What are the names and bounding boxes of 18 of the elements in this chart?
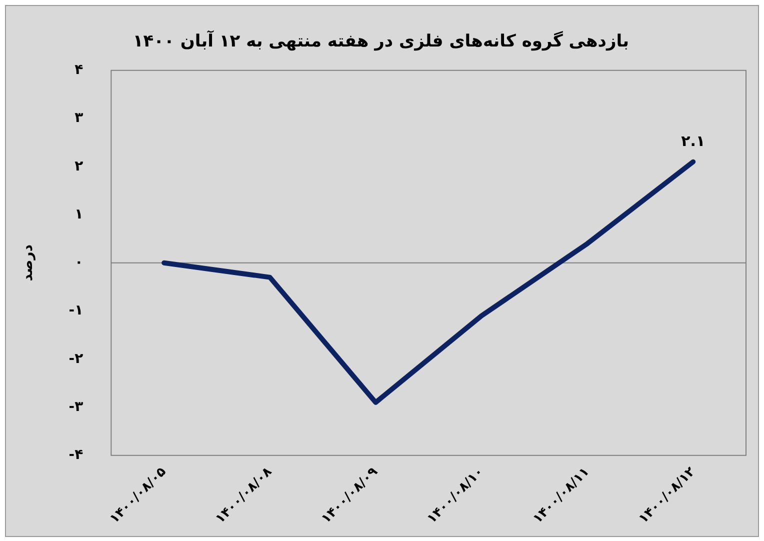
y-tick-label: ۰ <box>74 254 84 271</box>
chart-title: بازدهی گروه کانه‌های فلزی در هفته منتهی به ۱۲ آبان ۱۴۰۰ <box>132 30 630 52</box>
y-tick-label: ۳ <box>74 110 84 126</box>
y-tick-label: -۲ <box>68 350 84 367</box>
x-tick-label: ۱۴۰۰/۰۸/۰۹ <box>318 464 381 527</box>
y-tick-label: -۴ <box>68 447 84 464</box>
x-tick-label: ۱۴۰۰/۰۸/۱۱ <box>530 464 593 527</box>
x-tick-label: ۱۴۰۰/۰۸/۱۲ <box>636 464 698 527</box>
x-tick-label: ۱۴۰۰/۰۸/۰۵ <box>107 464 170 527</box>
x-tick-label: ۱۴۰۰/۰۸/۰۸ <box>212 464 276 527</box>
y-tick-label: -۱ <box>68 302 84 319</box>
data-label: ۲.۱ <box>681 132 706 150</box>
y-axis-title: درصد <box>20 244 36 282</box>
y-tick-label: ۴ <box>74 62 84 78</box>
x-tick-label: ۱۴۰۰/۰۸/۱۰ <box>424 464 487 527</box>
y-tick-label: ۱ <box>74 206 84 222</box>
y-tick-label: -۳ <box>68 398 84 415</box>
y-tick-label: ۲ <box>74 158 84 174</box>
